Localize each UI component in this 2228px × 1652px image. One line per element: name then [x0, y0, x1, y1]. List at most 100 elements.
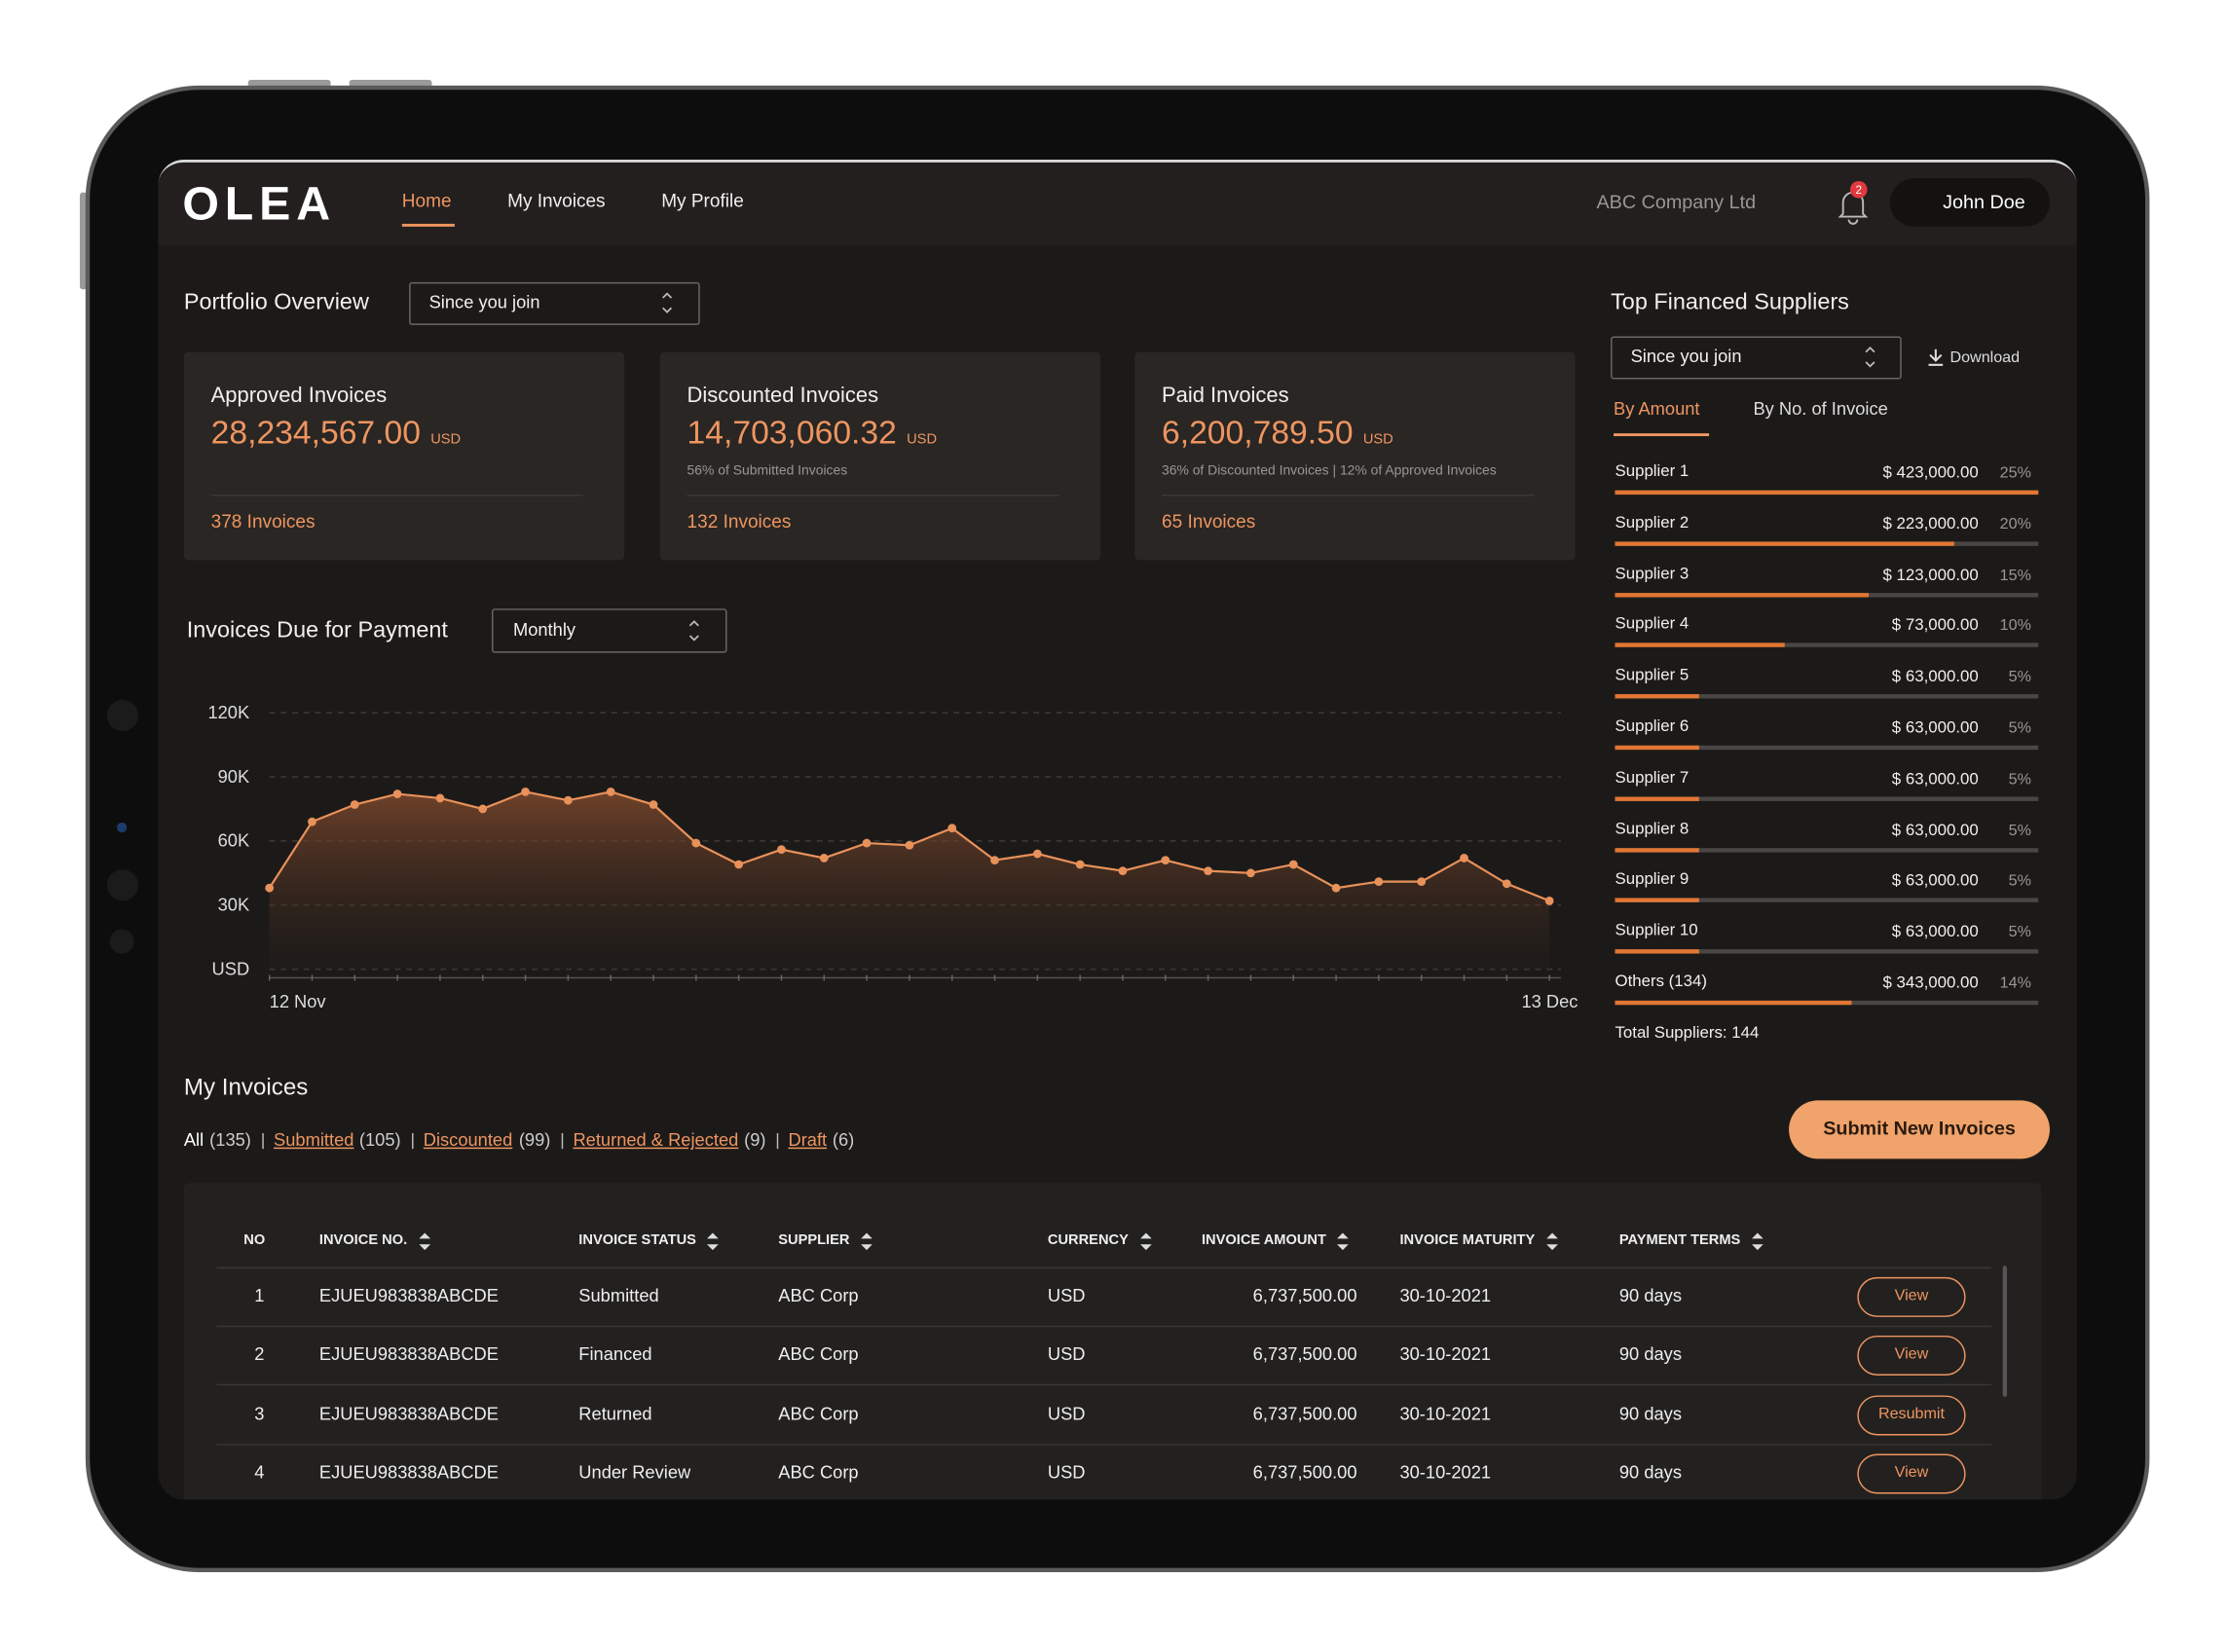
- point: [862, 838, 872, 848]
- filter-label[interactable]: All: [183, 1130, 204, 1151]
- submit-label[interactable]: Submit New Invoices: [1823, 1117, 2016, 1139]
- area: [269, 791, 1550, 970]
- supplier-share: 5%: [2008, 924, 2031, 941]
- filter-label[interactable]: Submitted: [274, 1130, 354, 1151]
- bar: [1615, 949, 1700, 954]
- column-header[interactable]: CURRENCY: [1047, 1232, 1129, 1249]
- supplier-share: 5%: [2008, 668, 2031, 686]
- bar: [1615, 592, 1870, 597]
- filter-count: (6): [832, 1130, 855, 1151]
- nav-link[interactable]: My Profile: [661, 189, 744, 211]
- card-divider: [1161, 495, 1535, 496]
- column-header: NO: [243, 1232, 266, 1249]
- bar-track: [1615, 745, 2039, 751]
- column-header[interactable]: SUPPLIER: [778, 1232, 850, 1249]
- point: [819, 854, 829, 863]
- action-label[interactable]: View: [1894, 1463, 1929, 1482]
- point: [478, 804, 488, 814]
- point: [1417, 877, 1427, 887]
- bar-track: [1615, 899, 2039, 903]
- column-header[interactable]: INVOICE MATURITY: [1399, 1232, 1536, 1249]
- action-button[interactable]: [1857, 1336, 1966, 1377]
- supplier-amount: $ 73,000.00: [1891, 617, 1979, 636]
- user-pill[interactable]: [1889, 178, 2050, 227]
- card-divider: [687, 495, 1059, 496]
- point: [691, 838, 701, 848]
- point: [1374, 877, 1384, 887]
- cell: 1: [254, 1285, 265, 1306]
- cell: 2: [254, 1344, 265, 1365]
- select[interactable]: [492, 608, 727, 653]
- cell: 30-10-2021: [1399, 1344, 1492, 1365]
- y-tick-label: 30K: [218, 895, 250, 915]
- card-currency: USD: [1362, 431, 1393, 448]
- select[interactable]: [409, 281, 700, 325]
- filter-label[interactable]: Returned & Rejected: [573, 1130, 739, 1151]
- column-header[interactable]: INVOICE STATUS: [578, 1232, 696, 1249]
- supplier-amount: $ 63,000.00: [1891, 822, 1979, 839]
- select-value[interactable]: Since you join: [428, 292, 540, 312]
- nav-link[interactable]: Home: [401, 189, 452, 211]
- table-panel: [183, 1183, 2042, 1500]
- filter-count: (135): [209, 1130, 251, 1151]
- supplier-share: 10%: [1999, 617, 2031, 636]
- filter-label[interactable]: Draft: [788, 1130, 828, 1151]
- card-divider: [210, 495, 583, 496]
- cell: 3: [254, 1403, 265, 1424]
- action-button[interactable]: [1857, 1276, 1966, 1317]
- point: [563, 795, 573, 805]
- select-value[interactable]: Since you join: [1630, 346, 1742, 367]
- card: [659, 351, 1101, 561]
- card-currency: USD: [430, 431, 462, 448]
- bar-track: [1615, 949, 2039, 954]
- supplier-share: 15%: [1999, 567, 2031, 584]
- card-title: Paid Invoices: [1161, 383, 1289, 408]
- download-link[interactable]: Download: [1950, 349, 2021, 367]
- select[interactable]: [1611, 336, 1902, 380]
- action-button[interactable]: [1857, 1453, 1966, 1494]
- select-value[interactable]: Monthly: [512, 619, 576, 641]
- filter-count: (9): [744, 1130, 766, 1151]
- user-name[interactable]: John Doe: [1943, 191, 2025, 213]
- supplier-amount: $ 423,000.00: [1882, 464, 1979, 482]
- supplier-name: Supplier 3: [1615, 565, 1690, 583]
- nav-link[interactable]: My Invoices: [507, 189, 606, 211]
- card-amount: 28,234,567.00: [210, 413, 421, 451]
- supplier-name: Supplier 6: [1615, 717, 1690, 736]
- bar: [1615, 796, 1700, 801]
- action-button[interactable]: [1857, 1394, 1966, 1435]
- column-header[interactable]: INVOICE NO.: [318, 1232, 408, 1249]
- download-icon: [1928, 349, 1944, 366]
- tab[interactable]: By Amount: [1614, 398, 1700, 420]
- card-count[interactable]: 378 Invoices: [210, 510, 316, 532]
- cell: 30-10-2021: [1399, 1285, 1492, 1306]
- card-note: 36% of Discounted Invoices | 12% of Appr…: [1161, 462, 1497, 479]
- cell: Submitted: [578, 1285, 659, 1306]
- column-header[interactable]: PAYMENT TERMS: [1618, 1232, 1741, 1249]
- point: [606, 787, 615, 796]
- action-label[interactable]: Resubmit: [1877, 1405, 1945, 1422]
- action-label[interactable]: View: [1894, 1287, 1929, 1304]
- bar: [1615, 899, 1700, 903]
- point: [1032, 849, 1042, 859]
- column-header[interactable]: INVOICE AMOUNT: [1201, 1232, 1326, 1249]
- supplier-amount: $ 123,000.00: [1882, 567, 1979, 584]
- tab[interactable]: By No. of Invoice: [1753, 398, 1888, 420]
- submit-button[interactable]: [1789, 1100, 2050, 1159]
- filter-count: (99): [518, 1130, 551, 1151]
- supplier-name: Supplier 2: [1615, 514, 1690, 532]
- side-button: [79, 192, 88, 290]
- cell: 30-10-2021: [1399, 1462, 1492, 1483]
- badge-count: 2: [1856, 184, 1863, 197]
- card-count[interactable]: 132 Invoices: [687, 510, 792, 532]
- card-title: Approved Invoices: [210, 383, 388, 408]
- action-label[interactable]: View: [1894, 1345, 1929, 1364]
- cell: EJUEU983838ABCDE: [318, 1344, 499, 1365]
- cell: 6,737,500.00: [1252, 1462, 1357, 1483]
- card-count[interactable]: 65 Invoices: [1161, 510, 1256, 532]
- point: [990, 856, 999, 865]
- cell: Returned: [578, 1403, 652, 1424]
- point: [1460, 854, 1468, 863]
- filter-label[interactable]: Discounted: [423, 1130, 513, 1151]
- card-title: Discounted Invoices: [687, 383, 879, 408]
